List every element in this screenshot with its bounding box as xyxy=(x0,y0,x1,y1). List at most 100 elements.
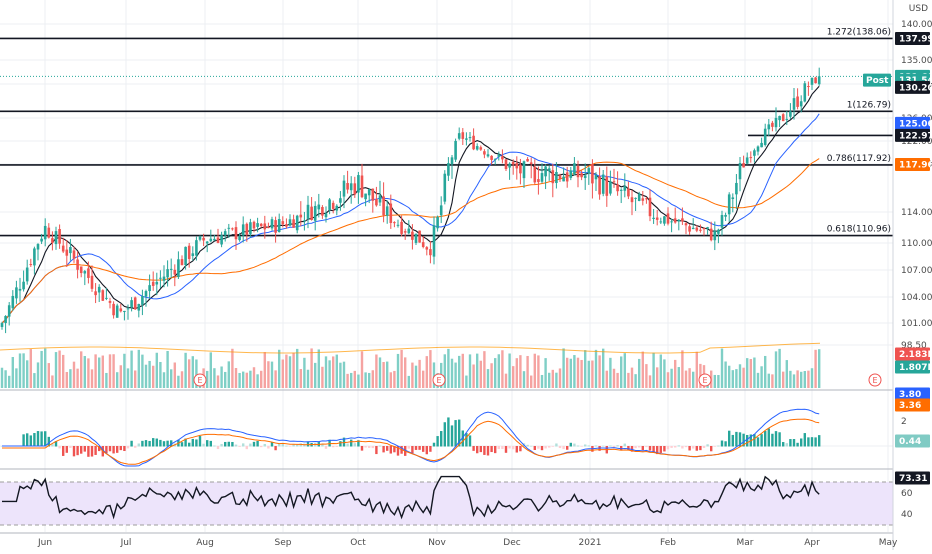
macd-histogram-bar xyxy=(292,444,295,447)
macd-histogram-bar xyxy=(260,446,263,448)
candle-body xyxy=(389,203,393,223)
candle-body xyxy=(76,259,79,270)
candle-body xyxy=(612,181,616,183)
volume-bar xyxy=(468,354,472,388)
candle-body xyxy=(403,231,407,233)
volume-bar xyxy=(224,371,227,388)
volume-bar xyxy=(569,358,572,388)
candle-body xyxy=(231,228,234,230)
candle-body xyxy=(97,286,101,293)
candle-body xyxy=(83,271,87,274)
candle-body xyxy=(497,154,501,157)
macd-histogram-bar xyxy=(569,442,572,447)
earnings-marker xyxy=(193,373,207,387)
macd-histogram-bar xyxy=(274,446,277,451)
candle-body xyxy=(677,219,681,222)
macd-pane xyxy=(0,408,893,467)
volume-bar xyxy=(609,357,612,388)
time-axis[interactable]: Jun Jul Aug Sep Oct Nov Dec 2021 Feb Mar Apr May xyxy=(37,538,898,548)
volume-bar xyxy=(177,375,180,388)
volume-bar xyxy=(584,350,587,388)
candle-body xyxy=(645,198,648,200)
volume-bar xyxy=(670,368,673,388)
macd-histogram-bar xyxy=(245,446,248,450)
candle-body xyxy=(659,221,663,223)
candle-body xyxy=(234,227,238,240)
price-tick-label: 101.00 xyxy=(901,319,932,329)
macd-histogram-bar xyxy=(666,446,670,450)
volume-bar xyxy=(90,369,94,388)
volume-bar xyxy=(141,354,144,388)
macd-histogram-bar xyxy=(681,446,684,449)
volume-bar xyxy=(0,367,4,388)
macd-histogram-bar xyxy=(288,446,292,447)
volume-bar xyxy=(429,350,432,388)
volume-bar xyxy=(479,360,482,388)
candle-body xyxy=(342,180,346,197)
ma-mid-line xyxy=(1,113,820,324)
macd-histogram-bar xyxy=(285,445,288,447)
candle-body xyxy=(18,288,22,291)
volume-bar xyxy=(512,366,515,388)
candle-body xyxy=(144,291,148,297)
candle-body xyxy=(213,238,216,241)
price-tag-bg xyxy=(895,157,930,171)
macd-histogram-bar xyxy=(566,446,569,450)
macd-histogram-bar xyxy=(87,446,90,457)
volume-bar xyxy=(310,348,313,388)
macd-histogram-bar xyxy=(706,444,709,447)
macd-histogram-bar xyxy=(130,440,133,447)
candle-body xyxy=(353,183,357,195)
volume-bar xyxy=(166,350,169,388)
volume-bar xyxy=(580,359,583,388)
volume-bar xyxy=(94,354,97,388)
candle-body xyxy=(155,281,159,285)
candle-body xyxy=(11,295,15,309)
volume-bar xyxy=(155,352,158,388)
volume-bar xyxy=(209,352,212,388)
macd-histogram-bar xyxy=(353,443,356,447)
candle-body xyxy=(227,227,231,229)
candle-body xyxy=(547,168,551,172)
volume-bar xyxy=(522,371,526,388)
volume-bar xyxy=(407,375,410,388)
volume-bar xyxy=(558,368,562,388)
candle-body xyxy=(781,114,785,122)
macd-histogram-bar xyxy=(364,446,367,448)
volume-bar xyxy=(227,361,230,388)
candle-body xyxy=(112,303,115,316)
candle-body xyxy=(594,175,598,180)
macd-histogram-bar xyxy=(159,439,162,447)
macd-histogram-bar xyxy=(202,443,205,447)
macd-histogram-bar xyxy=(537,446,540,449)
macd-histogram-bar xyxy=(702,446,706,448)
candle-body xyxy=(249,222,252,234)
volume-bar xyxy=(764,355,767,388)
volume-bar xyxy=(760,366,763,388)
macd-histogram-bar xyxy=(616,445,619,447)
volume-bar xyxy=(180,371,184,388)
candle-body xyxy=(72,250,76,259)
candle-body xyxy=(609,181,612,194)
volume-bar xyxy=(742,367,745,388)
candle-body xyxy=(508,163,511,168)
candle-body xyxy=(335,205,339,211)
volume-bar xyxy=(476,353,479,388)
candle-body xyxy=(652,217,655,219)
candle-body xyxy=(15,287,18,299)
candle-body xyxy=(0,323,4,327)
macd-histogram-bar xyxy=(83,446,86,452)
volume-bar xyxy=(83,356,86,388)
macd-histogram-bar xyxy=(472,446,475,451)
macd-tag-bg xyxy=(895,387,930,401)
candle-body xyxy=(292,219,295,228)
macd-histogram-bar xyxy=(191,438,194,447)
candle-body xyxy=(702,228,706,230)
macd-histogram-bar xyxy=(612,446,616,449)
macd-histogram-bar xyxy=(778,432,781,447)
candle-body xyxy=(277,219,281,233)
volume-bar xyxy=(249,370,252,388)
volume-bar xyxy=(548,372,551,388)
macd-histogram-bar xyxy=(263,443,266,447)
